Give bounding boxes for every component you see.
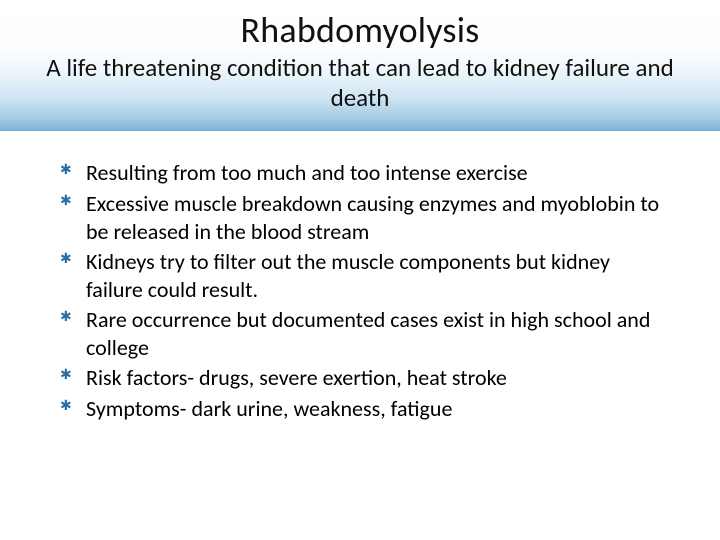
list-item: Symptoms- dark urine, weakness, fatigue	[60, 395, 660, 423]
list-item: Rare occurrence but documented cases exi…	[60, 306, 660, 362]
list-item: Resulting from too much and too intense …	[60, 159, 660, 187]
slide-content: Resulting from too much and too intense …	[0, 131, 720, 444]
slide-title: Rhabdomyolysis	[40, 10, 680, 51]
slide: Rhabdomyolysis A life threatening condit…	[0, 0, 720, 540]
list-item: Excessive muscle breakdown causing enzym…	[60, 190, 660, 246]
list-item: Risk factors- drugs, severe exertion, he…	[60, 364, 660, 392]
slide-subtitle: A life threatening condition that can le…	[40, 53, 680, 112]
list-item: Kidneys try to filter out the muscle com…	[60, 248, 660, 304]
slide-header: Rhabdomyolysis A life threatening condit…	[0, 0, 720, 131]
bullet-list: Resulting from too much and too intense …	[60, 159, 660, 422]
